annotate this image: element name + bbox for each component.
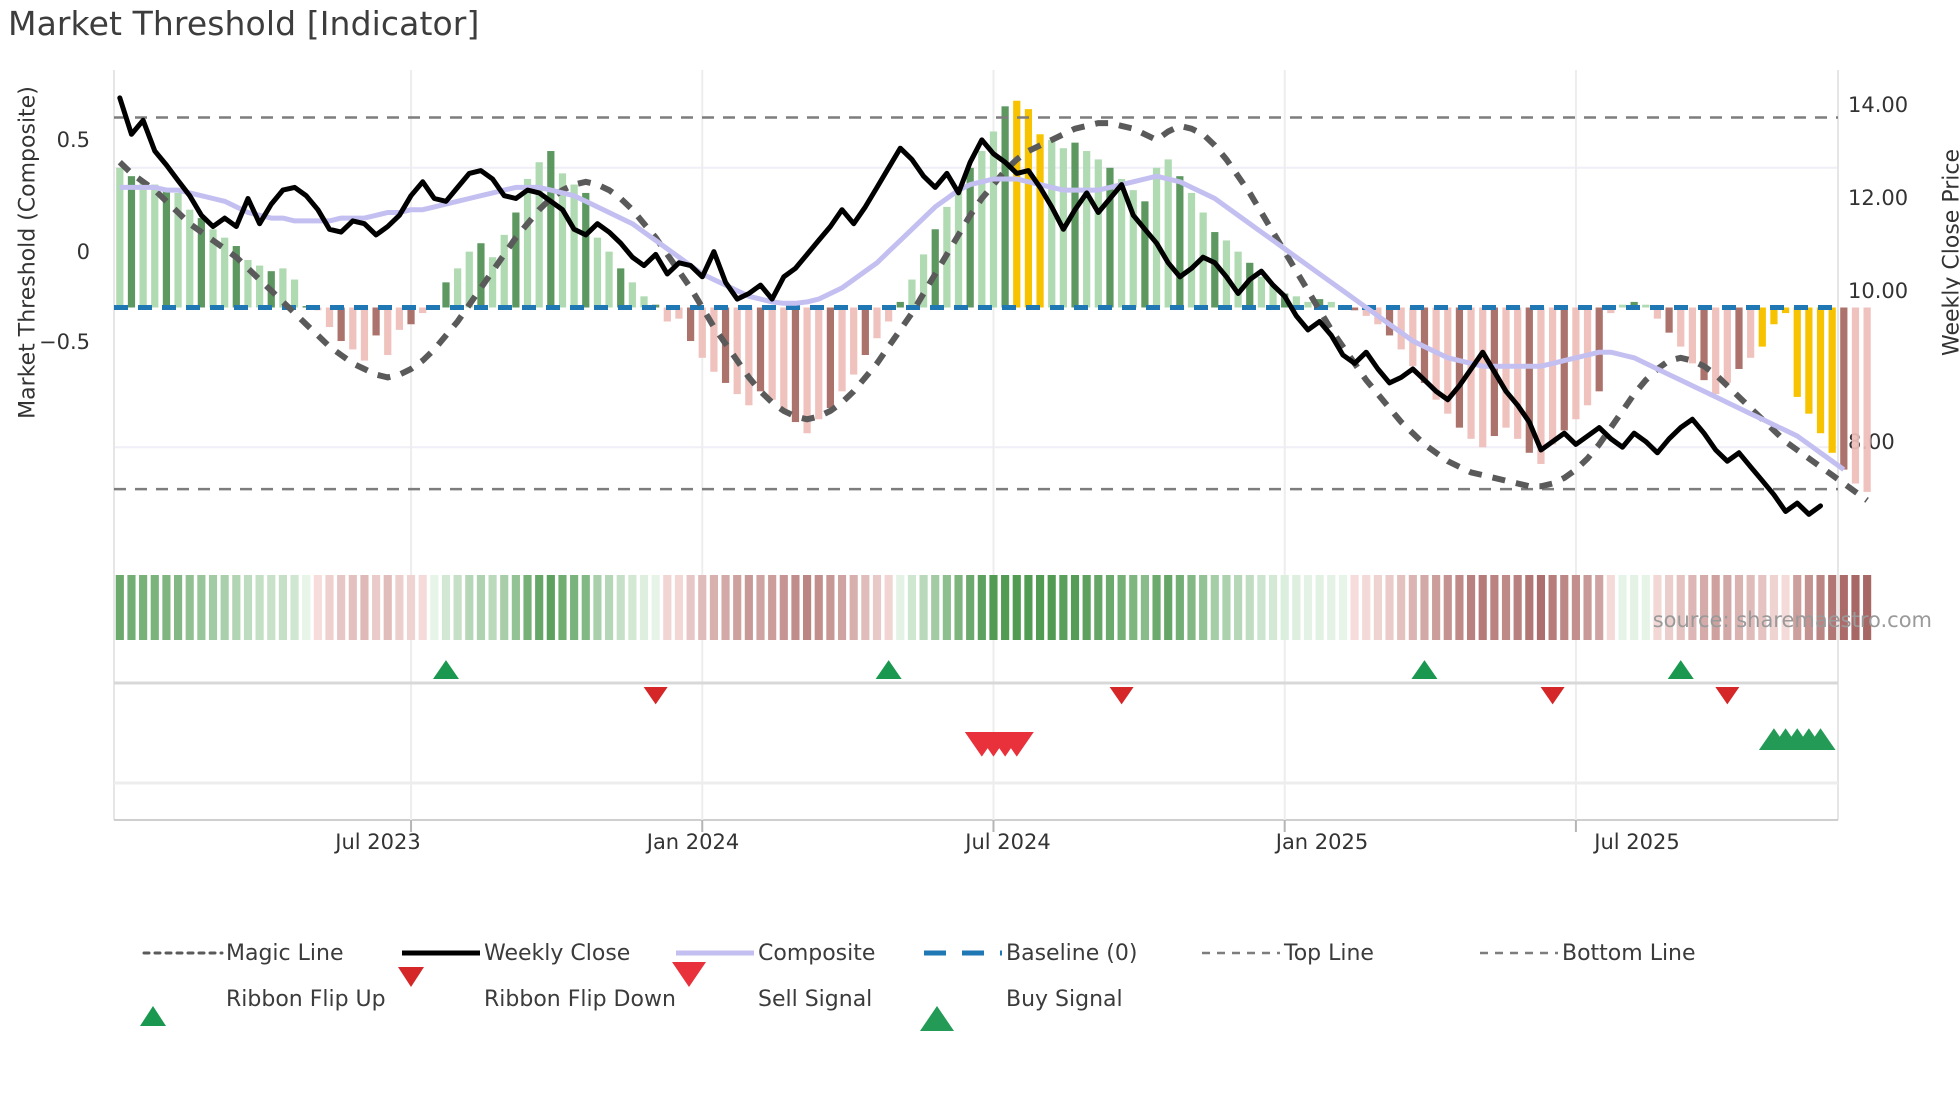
legend-item-ribbon-flip-up[interactable]: Ribbon Flip Up	[140, 976, 398, 1026]
dotted-line-gray-icon	[140, 941, 226, 965]
x-tick-0: Jul 2023	[335, 830, 421, 854]
legend-item-baseline[interactable]: Baseline (0)	[920, 930, 1198, 976]
dashed-line-gray-icon	[1198, 941, 1284, 965]
solid-line-lavender-icon	[672, 941, 758, 965]
main-chart-plot	[113, 70, 1872, 832]
y-tick-left-0: 0.5	[56, 128, 90, 152]
legend-item-magic-line[interactable]: Magic Line	[140, 930, 398, 976]
legend-item-bottom-line[interactable]: Bottom Line	[1476, 930, 1696, 976]
triangle-up-green-large-icon	[920, 987, 1006, 1031]
legend-item-buy-signal[interactable]: Buy Signal	[920, 976, 1123, 1031]
dashed-line-teal-icon	[920, 941, 1006, 965]
legend-item-weekly-close[interactable]: Weekly Close	[398, 930, 672, 976]
legend-row-1: Magic Line Weekly Close Composite Baseli…	[140, 930, 1880, 976]
y-tick-right-1: 12.00	[1848, 186, 1909, 210]
legend-label: Ribbon Flip Up	[226, 986, 386, 1012]
legend-label: Magic Line	[226, 940, 344, 966]
legend-label: Composite	[758, 940, 876, 966]
x-tick-4: Jul 2025	[1594, 830, 1680, 854]
y-tick-right-0: 14.00	[1848, 93, 1909, 117]
solid-line-black-icon	[398, 941, 484, 965]
page-title: Market Threshold [Indicator]	[8, 4, 480, 43]
triangle-down-red-icon	[398, 967, 484, 1011]
y-tick-right-2: 10.00	[1848, 279, 1909, 303]
y-tick-left-2: −0.5	[39, 330, 90, 354]
y-tick-left-1: 0	[76, 240, 90, 264]
legend-label: Weekly Close	[484, 940, 631, 966]
chart-legend: Magic Line Weekly Close Composite Baseli…	[140, 930, 1880, 1031]
legend-item-ribbon-flip-down[interactable]: Ribbon Flip Down	[398, 967, 676, 1022]
x-tick-3: Jan 2025	[1275, 830, 1369, 854]
x-tick-1: Jan 2024	[646, 830, 740, 854]
triangle-up-green-icon	[140, 987, 226, 1026]
legend-item-top-line[interactable]: Top Line	[1198, 930, 1476, 976]
legend-label: Top Line	[1284, 940, 1374, 966]
legend-row-2: Ribbon Flip Up Ribbon Flip Down Sell Sig…	[140, 962, 1880, 1031]
legend-label: Buy Signal	[1006, 986, 1123, 1012]
x-tick-2: Jul 2024	[965, 830, 1051, 854]
source-annotation: source: sharemaestro.com	[1652, 608, 1932, 632]
legend-label: Baseline (0)	[1006, 940, 1138, 966]
legend-label: Sell Signal	[758, 986, 873, 1012]
legend-item-sell-signal[interactable]: Sell Signal	[672, 962, 920, 1022]
dashed-line-gray-icon	[1476, 941, 1562, 965]
legend-item-composite[interactable]: Composite	[672, 930, 920, 976]
triangle-down-red-large-icon	[672, 962, 758, 1011]
legend-label: Bottom Line	[1562, 940, 1696, 966]
legend-label: Ribbon Flip Down	[484, 986, 676, 1012]
